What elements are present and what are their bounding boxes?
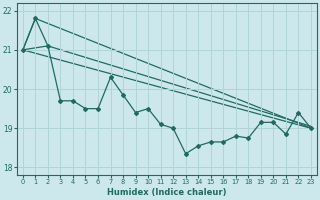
X-axis label: Humidex (Indice chaleur): Humidex (Indice chaleur) xyxy=(107,188,227,197)
